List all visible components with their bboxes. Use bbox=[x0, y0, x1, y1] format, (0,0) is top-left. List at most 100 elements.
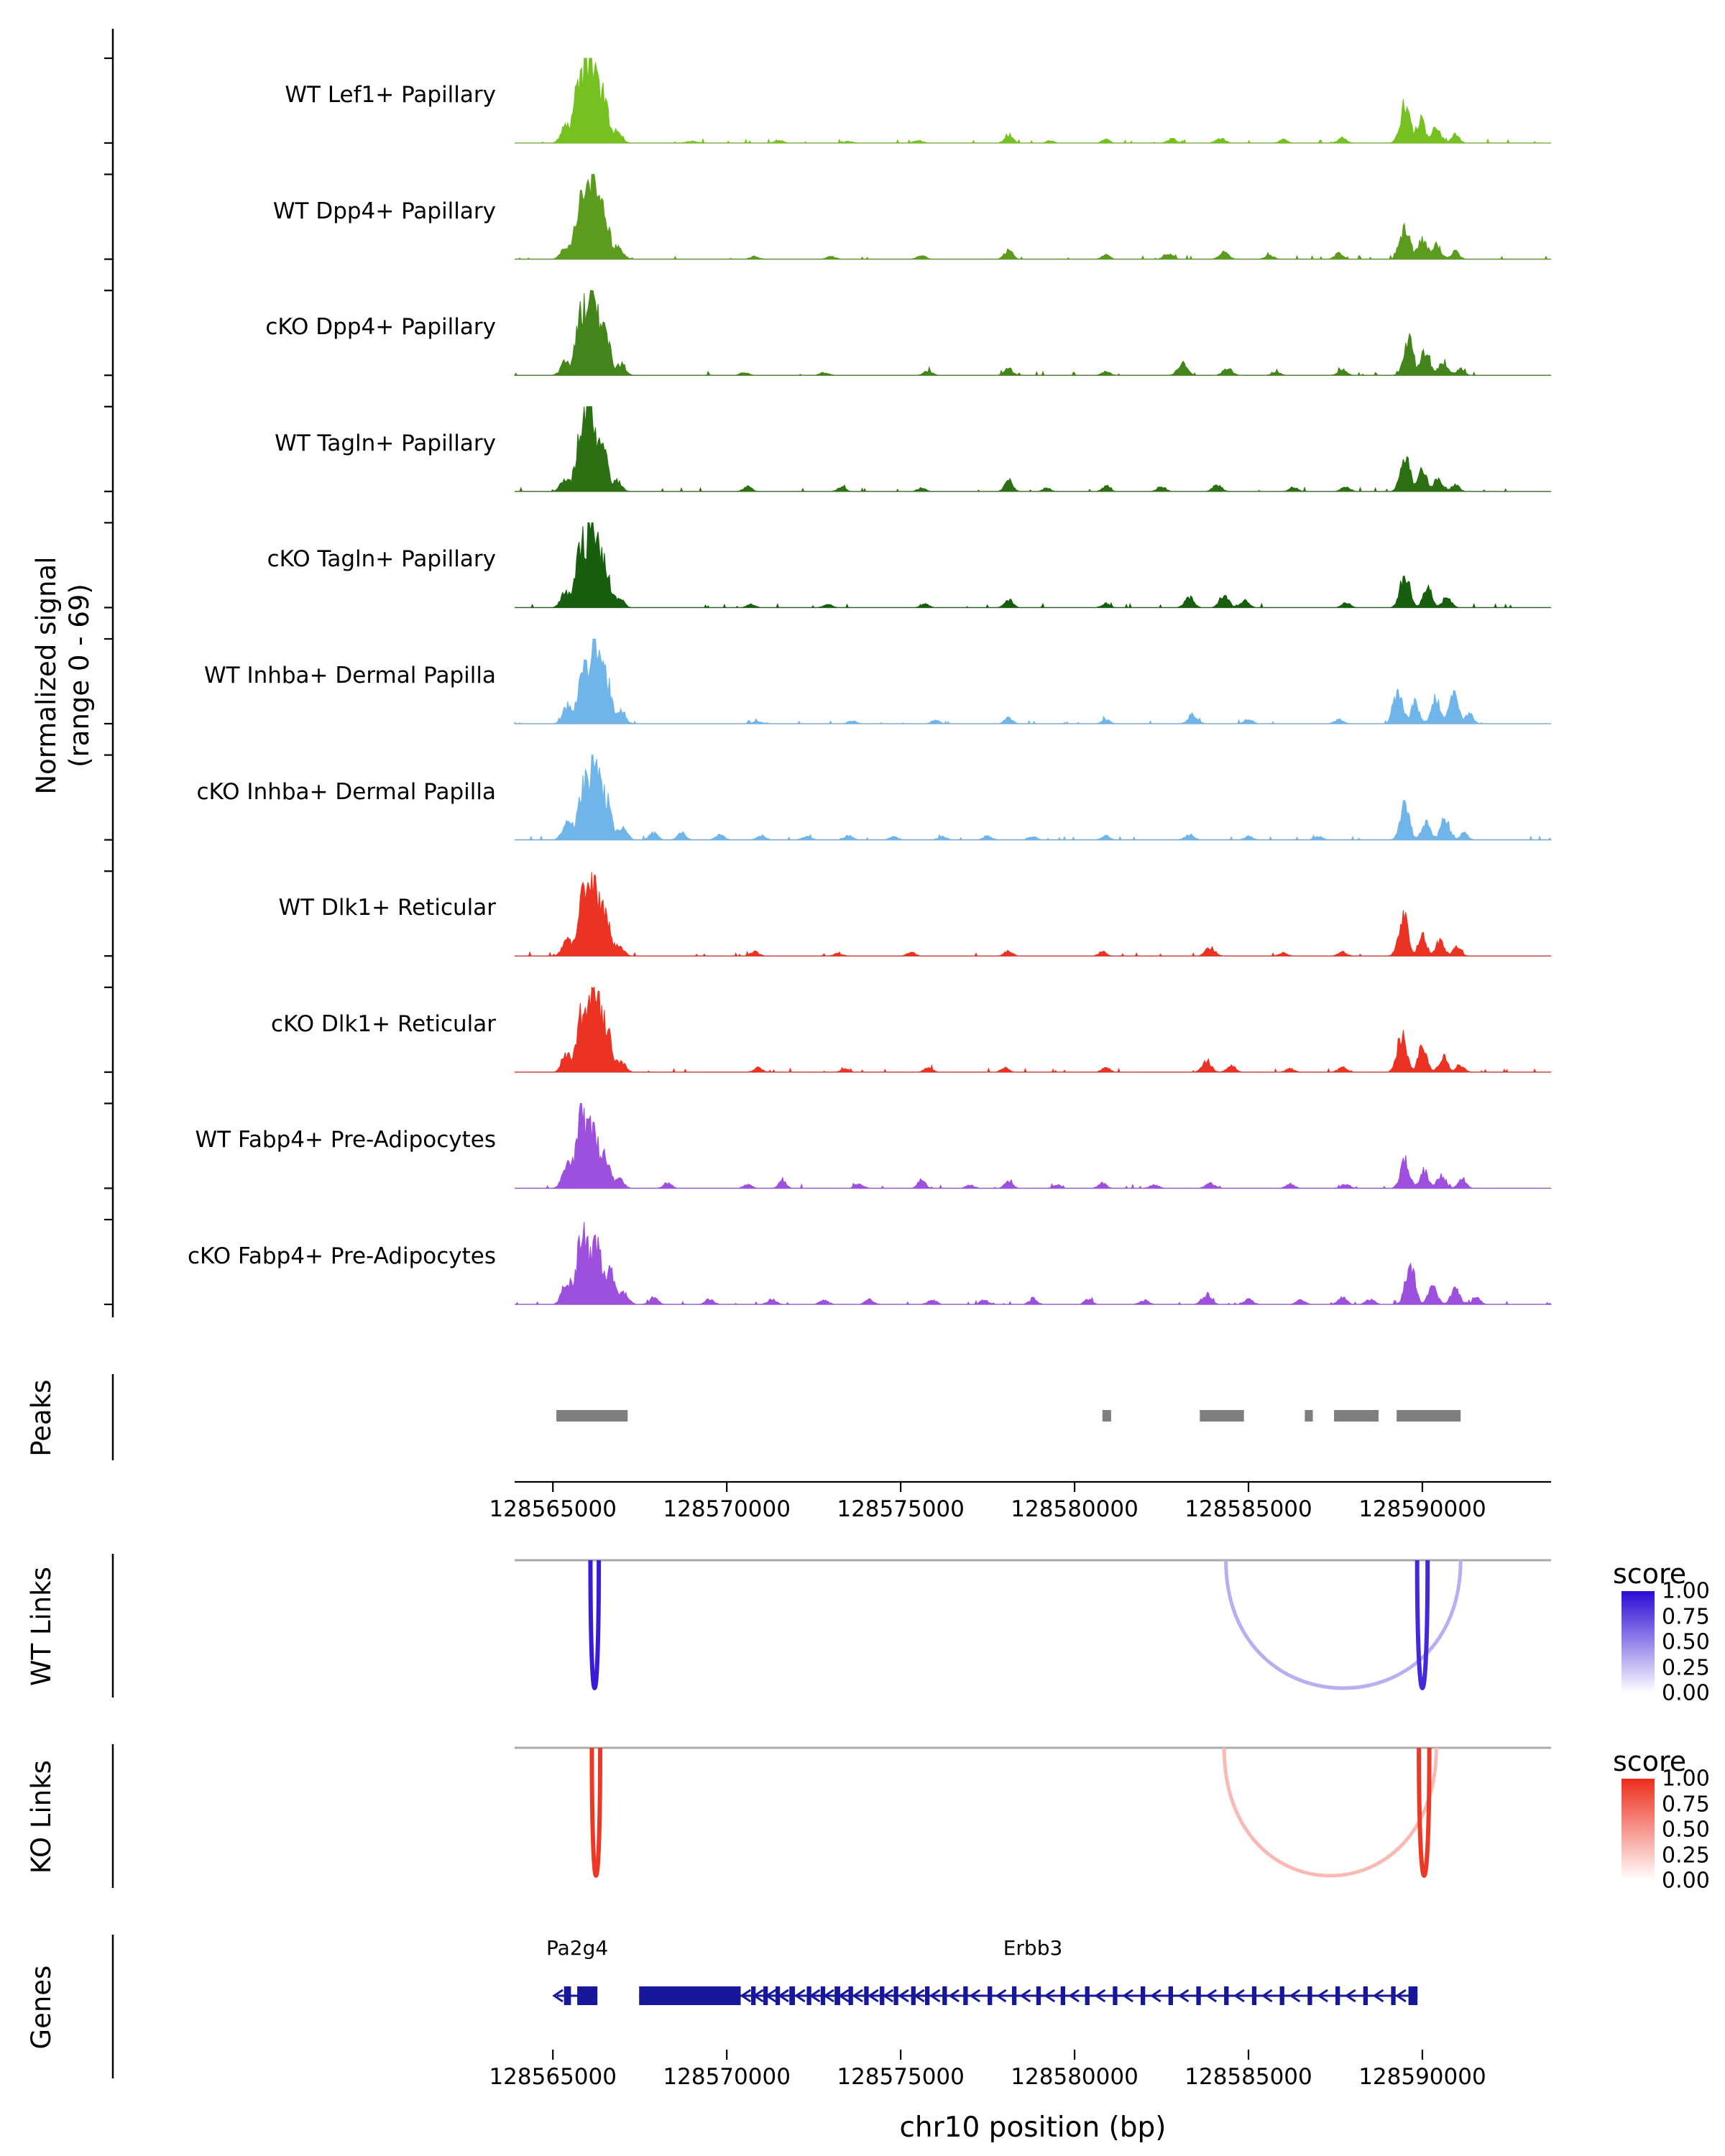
coverage-signal bbox=[515, 1102, 1551, 1189]
gene-exon bbox=[924, 1986, 930, 2005]
gene-exon bbox=[988, 1986, 993, 2005]
gene-exon bbox=[775, 1986, 781, 2005]
gene-exon bbox=[639, 1986, 741, 2005]
gene-strand-arrow-icon bbox=[794, 1989, 806, 2003]
coverage-signal bbox=[515, 174, 1551, 260]
peaks-section-label: Peaks bbox=[25, 1379, 57, 1457]
coverage-axis-title: Normalized signal (range 0 - 69) bbox=[30, 424, 96, 927]
gene-strand-arrow-icon bbox=[1205, 1989, 1218, 2003]
gene-exon bbox=[1279, 1986, 1284, 2005]
gene-exon bbox=[1060, 1986, 1066, 2005]
gene-strand-arrow-icon bbox=[778, 1989, 789, 2003]
gene-strand-arrow-icon bbox=[1233, 1989, 1245, 2003]
gene-strand-arrow-icon bbox=[1094, 1989, 1106, 2003]
gene-strand-arrow-icon bbox=[1019, 1989, 1031, 2003]
wt-links-arc bbox=[588, 1560, 602, 1690]
peak-interval bbox=[1102, 1410, 1111, 1422]
peak-interval bbox=[556, 1410, 628, 1422]
gene-strand-arrow-icon bbox=[1177, 1989, 1190, 2003]
ko-links-arc bbox=[1417, 1747, 1432, 1878]
x-axis-title: chr10 position (bp) bbox=[899, 2111, 1167, 2144]
gene-strand-arrow-icon bbox=[868, 1989, 879, 2003]
peak-interval bbox=[1305, 1410, 1313, 1422]
gene-exon bbox=[893, 1986, 898, 2005]
gene-strand-arrow-icon bbox=[1261, 1989, 1273, 2003]
gene-strand-arrow-icon bbox=[1317, 1989, 1328, 2003]
gene-exon bbox=[1085, 1986, 1090, 2005]
gene-strand-arrow-icon bbox=[969, 1989, 980, 2003]
gene-strand-arrow-icon bbox=[995, 1989, 1007, 2003]
gene-strand-arrow-icon bbox=[1289, 1989, 1301, 2003]
gene-strand-arrow-icon bbox=[1044, 1989, 1056, 2003]
coverage-signal bbox=[515, 755, 1552, 841]
gene-strand-arrow-icon bbox=[1150, 1989, 1162, 2003]
gene-exon bbox=[834, 1986, 840, 2005]
coverage-signal bbox=[514, 290, 1551, 376]
coverage-signal bbox=[515, 872, 1551, 957]
gene-exon bbox=[789, 1986, 796, 2005]
gene-exon bbox=[564, 1986, 571, 2005]
gene-strand-arrow-icon bbox=[740, 1989, 752, 2003]
gene-strand-arrow-icon bbox=[882, 1989, 894, 2003]
ko-links-arc bbox=[589, 1747, 603, 1878]
gene-exon bbox=[963, 1986, 968, 2005]
gene-strand-arrow-icon bbox=[948, 1989, 960, 2003]
gene-strand-arrow-icon bbox=[1122, 1989, 1133, 2003]
peak-interval bbox=[1200, 1410, 1244, 1422]
gene-strand-arrow-icon bbox=[1372, 1989, 1384, 2003]
gene-exon bbox=[806, 1986, 811, 2005]
gene-exon bbox=[1224, 1986, 1229, 2005]
gene-strand-arrow-icon bbox=[929, 1989, 941, 2003]
gene-exon bbox=[864, 1986, 869, 2005]
coverage-axis-title-line1: Normalized signal bbox=[31, 556, 62, 795]
coverage-signal bbox=[515, 1222, 1552, 1305]
gene-strand-arrow-icon bbox=[914, 1989, 925, 2003]
gene-strand-arrow-icon bbox=[823, 1989, 834, 2003]
coverage-signal bbox=[515, 406, 1551, 493]
gene-exon bbox=[1036, 1986, 1041, 2005]
coverage-signal bbox=[515, 57, 1551, 144]
gene-exon bbox=[1011, 1986, 1017, 2005]
gene-strand-arrow-icon bbox=[1345, 1989, 1356, 2003]
gene-exon bbox=[1307, 1986, 1312, 2005]
gene-strand-arrow-icon bbox=[765, 1989, 776, 2003]
wt-links-arc bbox=[1224, 1560, 1463, 1690]
gene-exon bbox=[1391, 1986, 1396, 2005]
wt-links-legend-gradient bbox=[1622, 1591, 1655, 1693]
gene-exon bbox=[1335, 1986, 1340, 2005]
coverage-signal bbox=[514, 638, 1551, 724]
gene-exon bbox=[1141, 1986, 1146, 2005]
gene-strand-arrow-icon bbox=[1395, 1989, 1407, 2003]
gene-exon bbox=[942, 1986, 947, 2005]
gene-exon bbox=[1196, 1986, 1201, 2005]
gene-strand-arrow-icon bbox=[852, 1989, 863, 2003]
ko-links-arc bbox=[1222, 1747, 1438, 1878]
gene-exon bbox=[1168, 1986, 1174, 2005]
gene-strand-arrow-icon bbox=[838, 1989, 850, 2003]
gene-exon bbox=[1363, 1986, 1368, 2005]
gene-exon bbox=[577, 1986, 598, 2005]
gene-strand-arrow-icon bbox=[809, 1989, 821, 2003]
wt-links-section-label: WT Links bbox=[25, 1567, 57, 1687]
peak-interval bbox=[1334, 1410, 1379, 1422]
gene-exon bbox=[1251, 1986, 1257, 2005]
gene-strand-arrow-icon bbox=[552, 1989, 564, 2003]
coverage-signal bbox=[515, 522, 1551, 609]
gene-strand-arrow-icon bbox=[1068, 1989, 1080, 2003]
gene-exon bbox=[911, 1986, 916, 2005]
coverage-axis-title-line2: (range 0 - 69) bbox=[64, 584, 96, 768]
gene-strand-arrow-icon bbox=[752, 1989, 764, 2003]
genes-section-label: Genes bbox=[25, 1965, 57, 2050]
gene-strand-arrow-icon bbox=[898, 1989, 909, 2003]
coverage-signal bbox=[515, 986, 1551, 1073]
gene-exon bbox=[1408, 1986, 1418, 2005]
gene-exon bbox=[820, 1986, 826, 2005]
peak-interval bbox=[1397, 1410, 1461, 1422]
gene-exon bbox=[880, 1986, 885, 2005]
ko-links-legend-gradient bbox=[1622, 1779, 1655, 1881]
ko-links-section-label: KO Links bbox=[25, 1760, 57, 1874]
gene-exon bbox=[848, 1986, 853, 2005]
gene-exon bbox=[1113, 1986, 1118, 2005]
